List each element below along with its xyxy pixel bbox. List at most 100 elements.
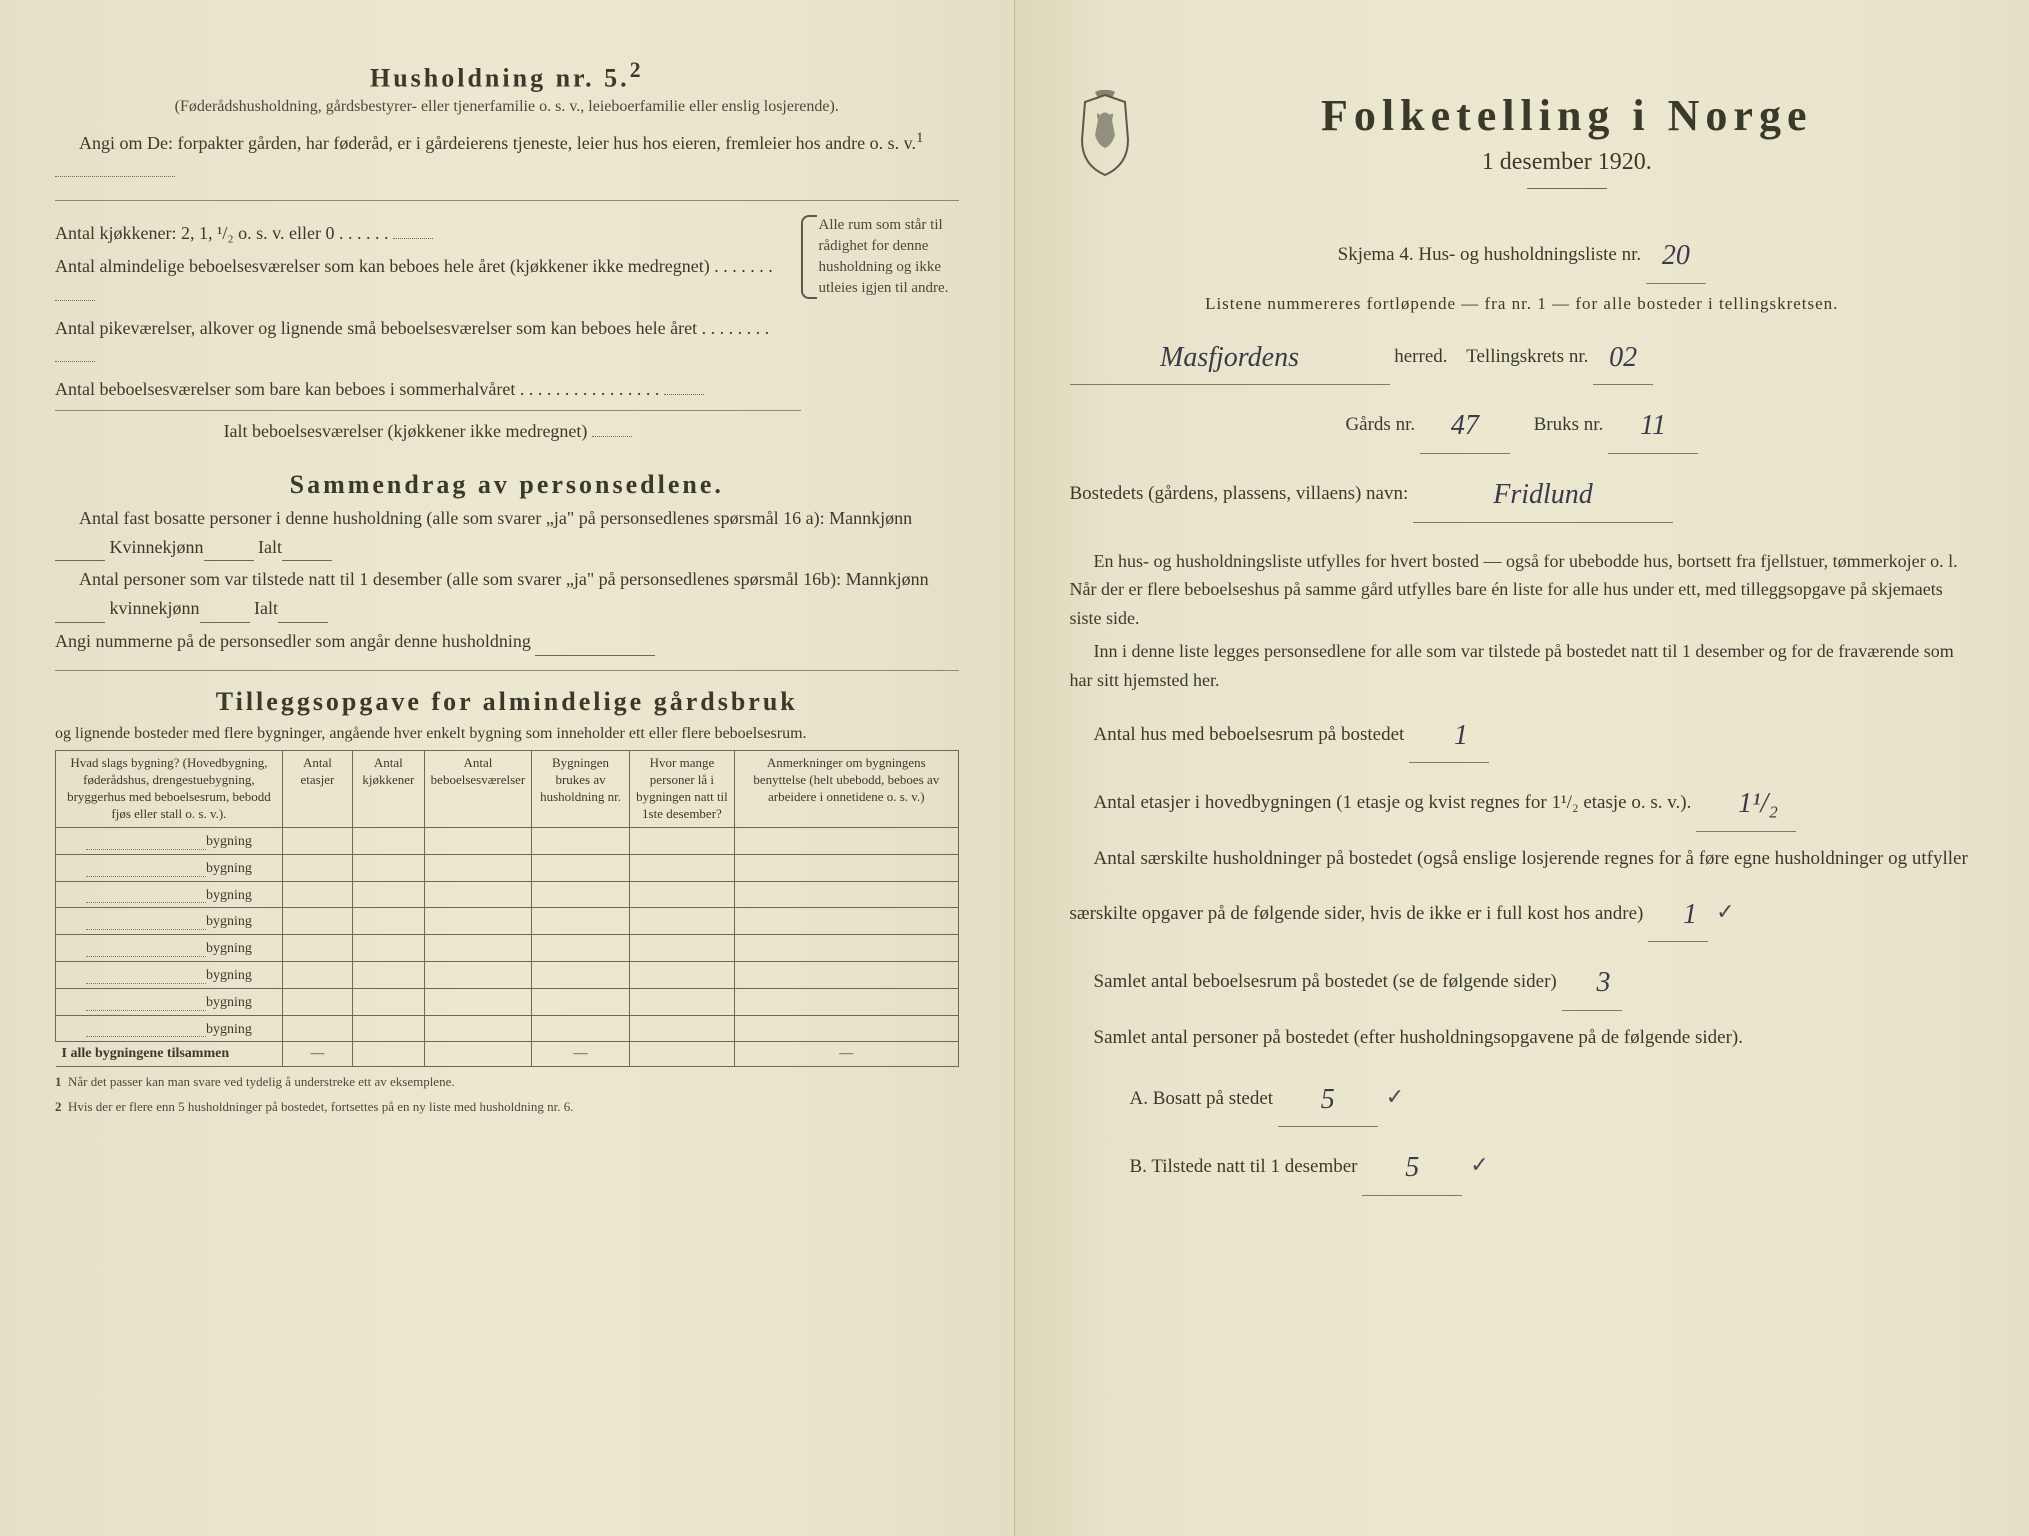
date-line: 1 desember 1920. bbox=[1160, 149, 1975, 176]
summer-rooms-label: Antal beboelsesværelser som bare kan beb… bbox=[55, 379, 515, 399]
antal-hus-label: Antal hus med beboelsesrum på bostedet bbox=[1094, 724, 1405, 745]
bosted-label: Bostedets (gårdens, plassens, villaens) … bbox=[1070, 483, 1409, 504]
col4: Antal beboelsesværelser bbox=[424, 751, 532, 828]
household-heading: Husholdning nr. 5.2 bbox=[55, 58, 959, 94]
blank bbox=[200, 600, 250, 623]
samlet-rum-value: 3 bbox=[1597, 967, 1611, 998]
cell bbox=[735, 827, 958, 854]
gards-line: Gårds nr. 47 Bruks nr. 11 bbox=[1070, 391, 1975, 454]
cell bbox=[629, 1042, 734, 1067]
cell bbox=[735, 908, 958, 935]
household-heading-text: Husholdning nr. 5. bbox=[370, 64, 630, 93]
cell bbox=[532, 988, 630, 1015]
rooms-all-year: Antal almindelige beboelsesværelser som … bbox=[55, 252, 801, 310]
total-rooms-label: Ialt beboelsesværelser (kjøkkener ikke m… bbox=[224, 421, 588, 441]
summary-line1: Antal fast bosatte personer i denne hush… bbox=[55, 504, 959, 562]
saerskilte-value: 1 bbox=[1683, 899, 1697, 930]
angi-nummerne: Angi nummerne på de personsedler som ang… bbox=[55, 627, 959, 656]
bygning-label-cell: bygning bbox=[56, 881, 283, 908]
cell bbox=[424, 881, 532, 908]
blank bbox=[55, 300, 95, 301]
cell: — bbox=[532, 1042, 630, 1067]
cell bbox=[532, 854, 630, 881]
summer-rooms: Antal beboelsesværelser som bare kan beb… bbox=[55, 375, 801, 404]
rooms-block: Antal kjøkkener: 2, 1, ¹/₂ o. s. v. elle… bbox=[55, 215, 959, 450]
cell bbox=[353, 988, 425, 1015]
blank bbox=[55, 539, 105, 562]
col7: Anmerkninger om bygningens benyttelse (h… bbox=[735, 751, 958, 828]
table-row: bygning bbox=[56, 908, 959, 935]
angi-nummerne-text: Angi nummerne på de personsedler som ang… bbox=[55, 631, 531, 651]
building-table: Hvad slags bygning? (Hovedbygning, føder… bbox=[55, 750, 959, 1067]
bosatt-label: A. Bosatt på stedet bbox=[1130, 1088, 1274, 1109]
skjema-line: Skjema 4. Hus- og husholdningsliste nr. … bbox=[1070, 221, 1975, 284]
cell bbox=[282, 827, 352, 854]
cell bbox=[353, 961, 425, 988]
cell bbox=[629, 961, 734, 988]
tellingskrets-value: 02 bbox=[1609, 342, 1637, 373]
household-sub: (Føderådshusholdning, gårdsbestyrer- ell… bbox=[55, 98, 959, 116]
cell bbox=[282, 854, 352, 881]
saerskilte-line: Antal særskilte husholdninger på bostede… bbox=[1070, 838, 1975, 942]
angi-sup: 1 bbox=[916, 130, 924, 146]
checkmark: ✓ bbox=[1470, 1152, 1488, 1177]
skjema-label: Skjema 4. Hus- og husholdningsliste nr. bbox=[1338, 244, 1641, 265]
fn1-num: 1 bbox=[55, 1074, 62, 1089]
divider bbox=[55, 200, 959, 201]
etasjer-label: Antal etasjer i hovedbygningen (1 etasje… bbox=[1094, 792, 1692, 813]
kvinnekjonn-label: Kvinnekjønn bbox=[110, 537, 204, 557]
tilstede-value: 5 bbox=[1405, 1152, 1419, 1183]
saerskilte-label: Antal særskilte husholdninger på bostede… bbox=[1070, 848, 1968, 924]
main-title: Folketelling i Norge bbox=[1160, 90, 1975, 141]
cell bbox=[282, 988, 352, 1015]
coat-svg bbox=[1070, 90, 1140, 180]
bosatt-line: A. Bosatt på stedet 5✓ bbox=[1130, 1065, 1975, 1128]
cell bbox=[282, 935, 352, 962]
table-row: bygning bbox=[56, 854, 959, 881]
cell bbox=[282, 961, 352, 988]
tillegg-sub: og lignende bosteder med flere bygninger… bbox=[55, 721, 959, 747]
tilstede-line: B. Tilstede natt til 1 desember 5 ✓ bbox=[1130, 1133, 1975, 1196]
tellingskrets-label: Tellingskrets nr. bbox=[1466, 346, 1588, 367]
skjema-value: 20 bbox=[1662, 240, 1690, 271]
cell bbox=[532, 961, 630, 988]
cell bbox=[735, 935, 958, 962]
rooms-all-year-label: Antal almindelige beboelsesværelser som … bbox=[55, 256, 710, 276]
ialt-label: Ialt bbox=[258, 537, 282, 557]
right-header: Folketelling i Norge 1 desember 1920. bbox=[1070, 90, 1975, 201]
cell bbox=[424, 908, 532, 935]
right-page: Folketelling i Norge 1 desember 1920. Sk… bbox=[1015, 0, 2029, 1536]
col3: Antal kjøkkener bbox=[353, 751, 425, 828]
bygning-label-cell: bygning bbox=[56, 908, 283, 935]
antal-hus-line: Antal hus med beboelsesrum på bostedet 1 bbox=[1070, 701, 1975, 764]
divider bbox=[55, 410, 801, 411]
blank bbox=[282, 539, 332, 562]
bygning-label-cell: bygning bbox=[56, 854, 283, 881]
cell bbox=[424, 1015, 532, 1042]
table-row: bygning bbox=[56, 961, 959, 988]
bosted-value: Fridlund bbox=[1493, 479, 1593, 510]
table-row: bygning bbox=[56, 988, 959, 1015]
table-row: bygning bbox=[56, 935, 959, 962]
blank bbox=[55, 600, 105, 623]
cell bbox=[735, 854, 958, 881]
cell bbox=[424, 854, 532, 881]
cell bbox=[629, 881, 734, 908]
footnote1: 1 Når det passer kan man svare ved tydel… bbox=[55, 1073, 959, 1091]
tilstede-label: B. Tilstede natt til 1 desember bbox=[1130, 1156, 1358, 1177]
blank bbox=[55, 361, 95, 362]
tillegg-heading: Tilleggsopgave for almindelige gårdsbruk bbox=[55, 687, 959, 717]
etasjer-line: Antal etasjer i hovedbygningen (1 etasje… bbox=[1070, 769, 1975, 832]
total-label: I alle bygningene tilsammen bbox=[56, 1042, 283, 1067]
cell bbox=[282, 1015, 352, 1042]
blank bbox=[535, 633, 655, 656]
summary-heading: Sammendrag av personsedlene. bbox=[55, 470, 959, 500]
cell: — bbox=[735, 1042, 958, 1067]
blank bbox=[664, 394, 704, 395]
cell bbox=[629, 827, 734, 854]
col5: Bygningen brukes av husholdning nr. bbox=[532, 751, 630, 828]
herred-label: herred. bbox=[1394, 346, 1447, 367]
angi-line: Angi om De: forpakter gården, har føderå… bbox=[55, 126, 959, 187]
samlet-personer-line: Samlet antal personer på bostedet (efter… bbox=[1070, 1017, 1975, 1059]
left-page: Husholdning nr. 5.2 (Føderådshusholdning… bbox=[0, 0, 1015, 1536]
